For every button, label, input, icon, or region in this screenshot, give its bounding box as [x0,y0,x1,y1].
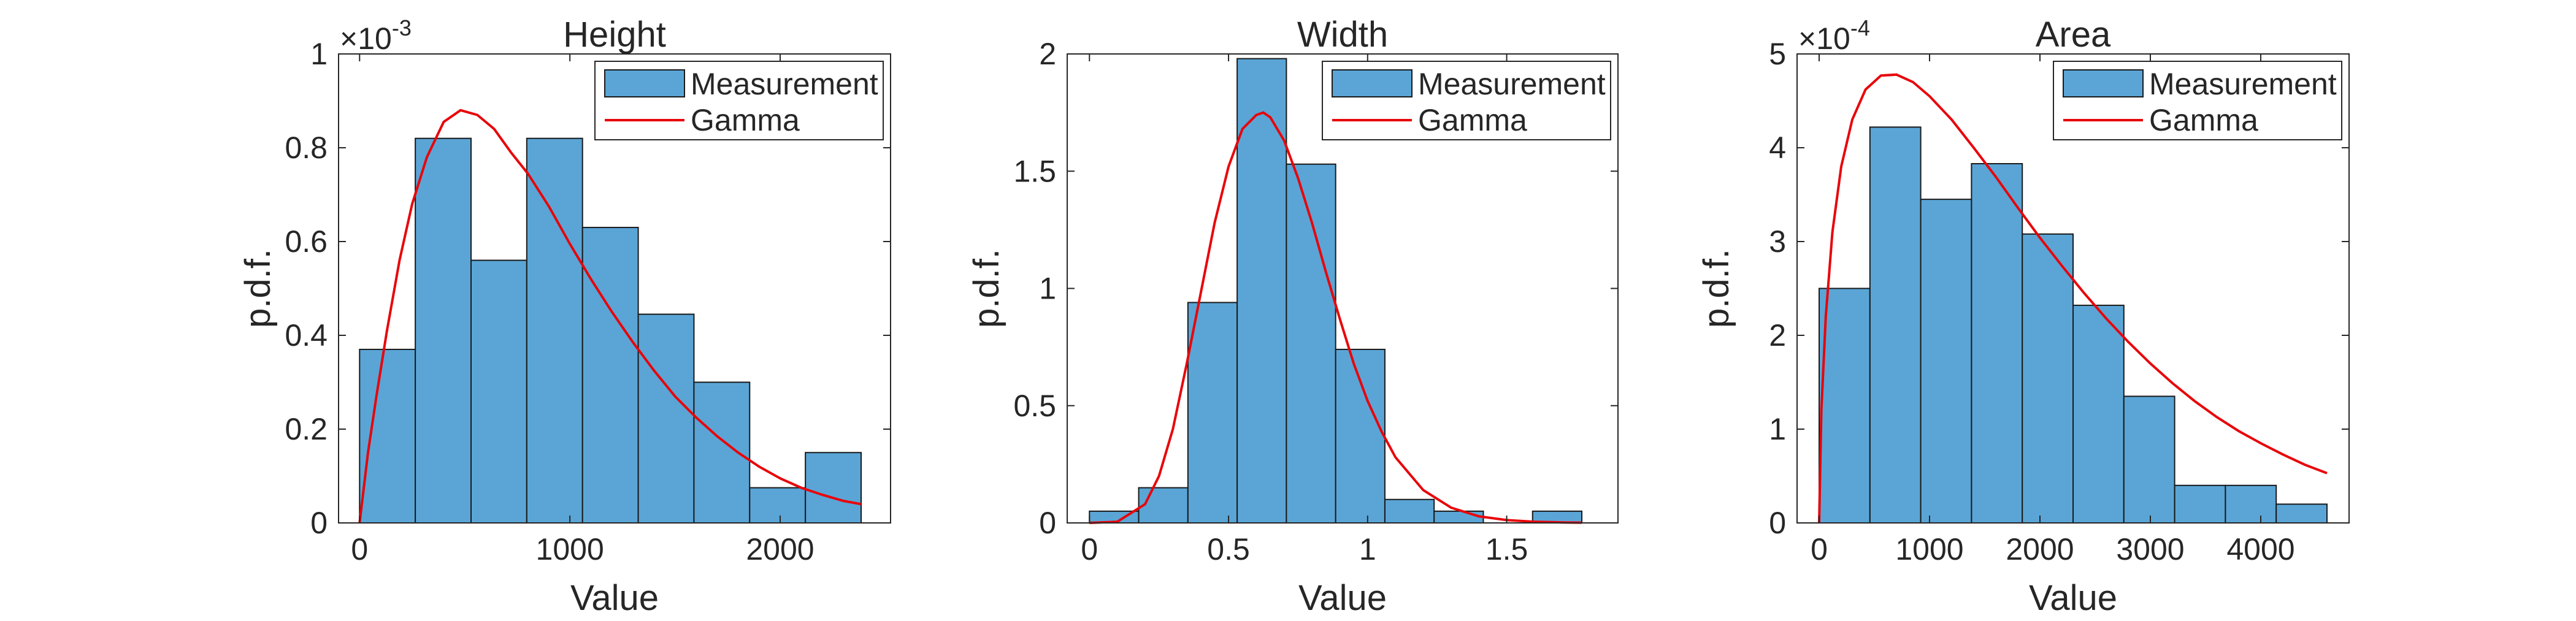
x-tick-label: 0.5 [1207,532,1250,566]
legend-swatch-measurement [604,69,685,97]
y-tick-label: 1 [310,37,328,71]
y-exponent-label: ×10-3 [340,15,412,56]
chart-title: Area [2036,15,2111,55]
legend-label-measurement: Measurement [2149,67,2337,101]
histogram-bar [1920,199,1972,524]
y-tick-label: 2 [1039,37,1056,71]
gamma-curve [1818,73,2328,524]
histogram-bar [1819,288,1871,524]
y-exponent-value: -3 [392,15,412,40]
x-tick-label: 0 [1081,532,1098,566]
chart-title: Height [563,15,666,55]
histogram-bar [1869,126,1922,524]
legend-swatch-measurement [2063,69,2144,97]
y-axis-label: p.d.f. [238,249,278,328]
chart-panel-height: 0 1000 2000 0 0.2 0.4 0.6 0.8 1 ×10-3 Height Value p… [238,15,891,618]
y-tick-label: 0.4 [285,318,328,352]
legend-label-measurement: Measurement [1418,67,1606,101]
histogram-bar [693,381,751,524]
x-tick-label: 2000 [746,532,814,566]
histogram-bar [1187,302,1238,524]
histogram-bar [2123,395,2175,524]
legend-label-gamma: Gamma [691,103,800,137]
histogram-bar [1286,163,1336,524]
x-axis-label: Value [2029,578,2117,618]
x-tick-label: 1000 [1895,532,1963,566]
axes-box [338,53,891,524]
y-axis-label: p.d.f. [967,249,1006,328]
y-tick-label: 4 [1769,131,1786,165]
histogram-bar [2225,484,2277,524]
legend-label-measurement: Measurement [691,67,878,101]
chart-title: Width [1297,15,1388,55]
axes-box [1796,53,2350,524]
x-tick-label: 1000 [536,532,604,566]
legend-label-gamma: Gamma [1418,103,1527,137]
chart-panel-width: 0 0.5 1 1.5 0 0.5 1 1.5 2 Width Value p.d.f. Measure… [967,15,1619,618]
y-tick-label: 5 [1769,37,1786,71]
y-tick-label: 0 [310,506,328,540]
histogram-bar [1433,510,1484,524]
histogram-bar [526,137,583,524]
chart-panel-area: 0 1000 2000 3000 4000 0 1 2 3 4 5 ×10-4 Area Value p.d… [1696,15,2350,618]
histogram-bar [749,487,807,524]
y-tick-label: 2 [1769,318,1786,352]
histogram-bar [415,137,472,524]
x-tick-label: 0 [351,532,368,566]
histogram-bar [2174,484,2226,524]
histogram-bar [2022,233,2074,524]
y-tick-label: 0.8 [285,131,328,165]
x-tick-label: 1.5 [1485,532,1528,566]
y-tick-label: 1 [1039,272,1056,306]
x-tick-label: 1 [1359,532,1376,566]
y-tick-label: 0 [1039,506,1056,540]
x-axis-label: Value [570,578,659,618]
histogram-bar [1384,498,1435,524]
y-tick-label: 1.5 [1013,154,1056,188]
legend-swatch-measurement [1332,69,1413,97]
histogram-bar [2275,503,2328,524]
y-tick-label: 0.5 [1013,389,1056,423]
legend-label-gamma: Gamma [2149,103,2258,137]
histogram-bar [1971,163,2023,524]
histogram-bar [581,227,639,524]
histogram-bar [805,452,862,524]
histogram-bar [1335,348,1386,524]
gamma-curve [1089,111,1582,524]
y-tick-label: 0.2 [285,412,328,446]
x-tick-label: 3000 [2116,532,2184,566]
y-exponent-value: -4 [1850,15,1870,40]
histogram-bar [637,313,695,524]
histogram-bar [470,259,527,524]
x-tick-label: 0 [1811,532,1828,566]
x-tick-label: 2000 [2006,532,2074,566]
gamma-curve [358,109,862,524]
y-tick-label: 3 [1769,224,1786,259]
x-tick-label: 4000 [2226,532,2294,566]
x-axis-label: Value [1298,578,1387,618]
y-tick-label: 0 [1769,506,1786,540]
histogram-bar [359,348,416,524]
y-exponent-label: ×10-4 [1798,15,1870,56]
histogram-bar [2072,305,2125,524]
y-tick-label: 0.6 [285,224,328,259]
histogram-bar [1138,487,1189,524]
y-tick-label: 1 [1769,412,1786,446]
y-axis-label: p.d.f. [1696,249,1736,328]
